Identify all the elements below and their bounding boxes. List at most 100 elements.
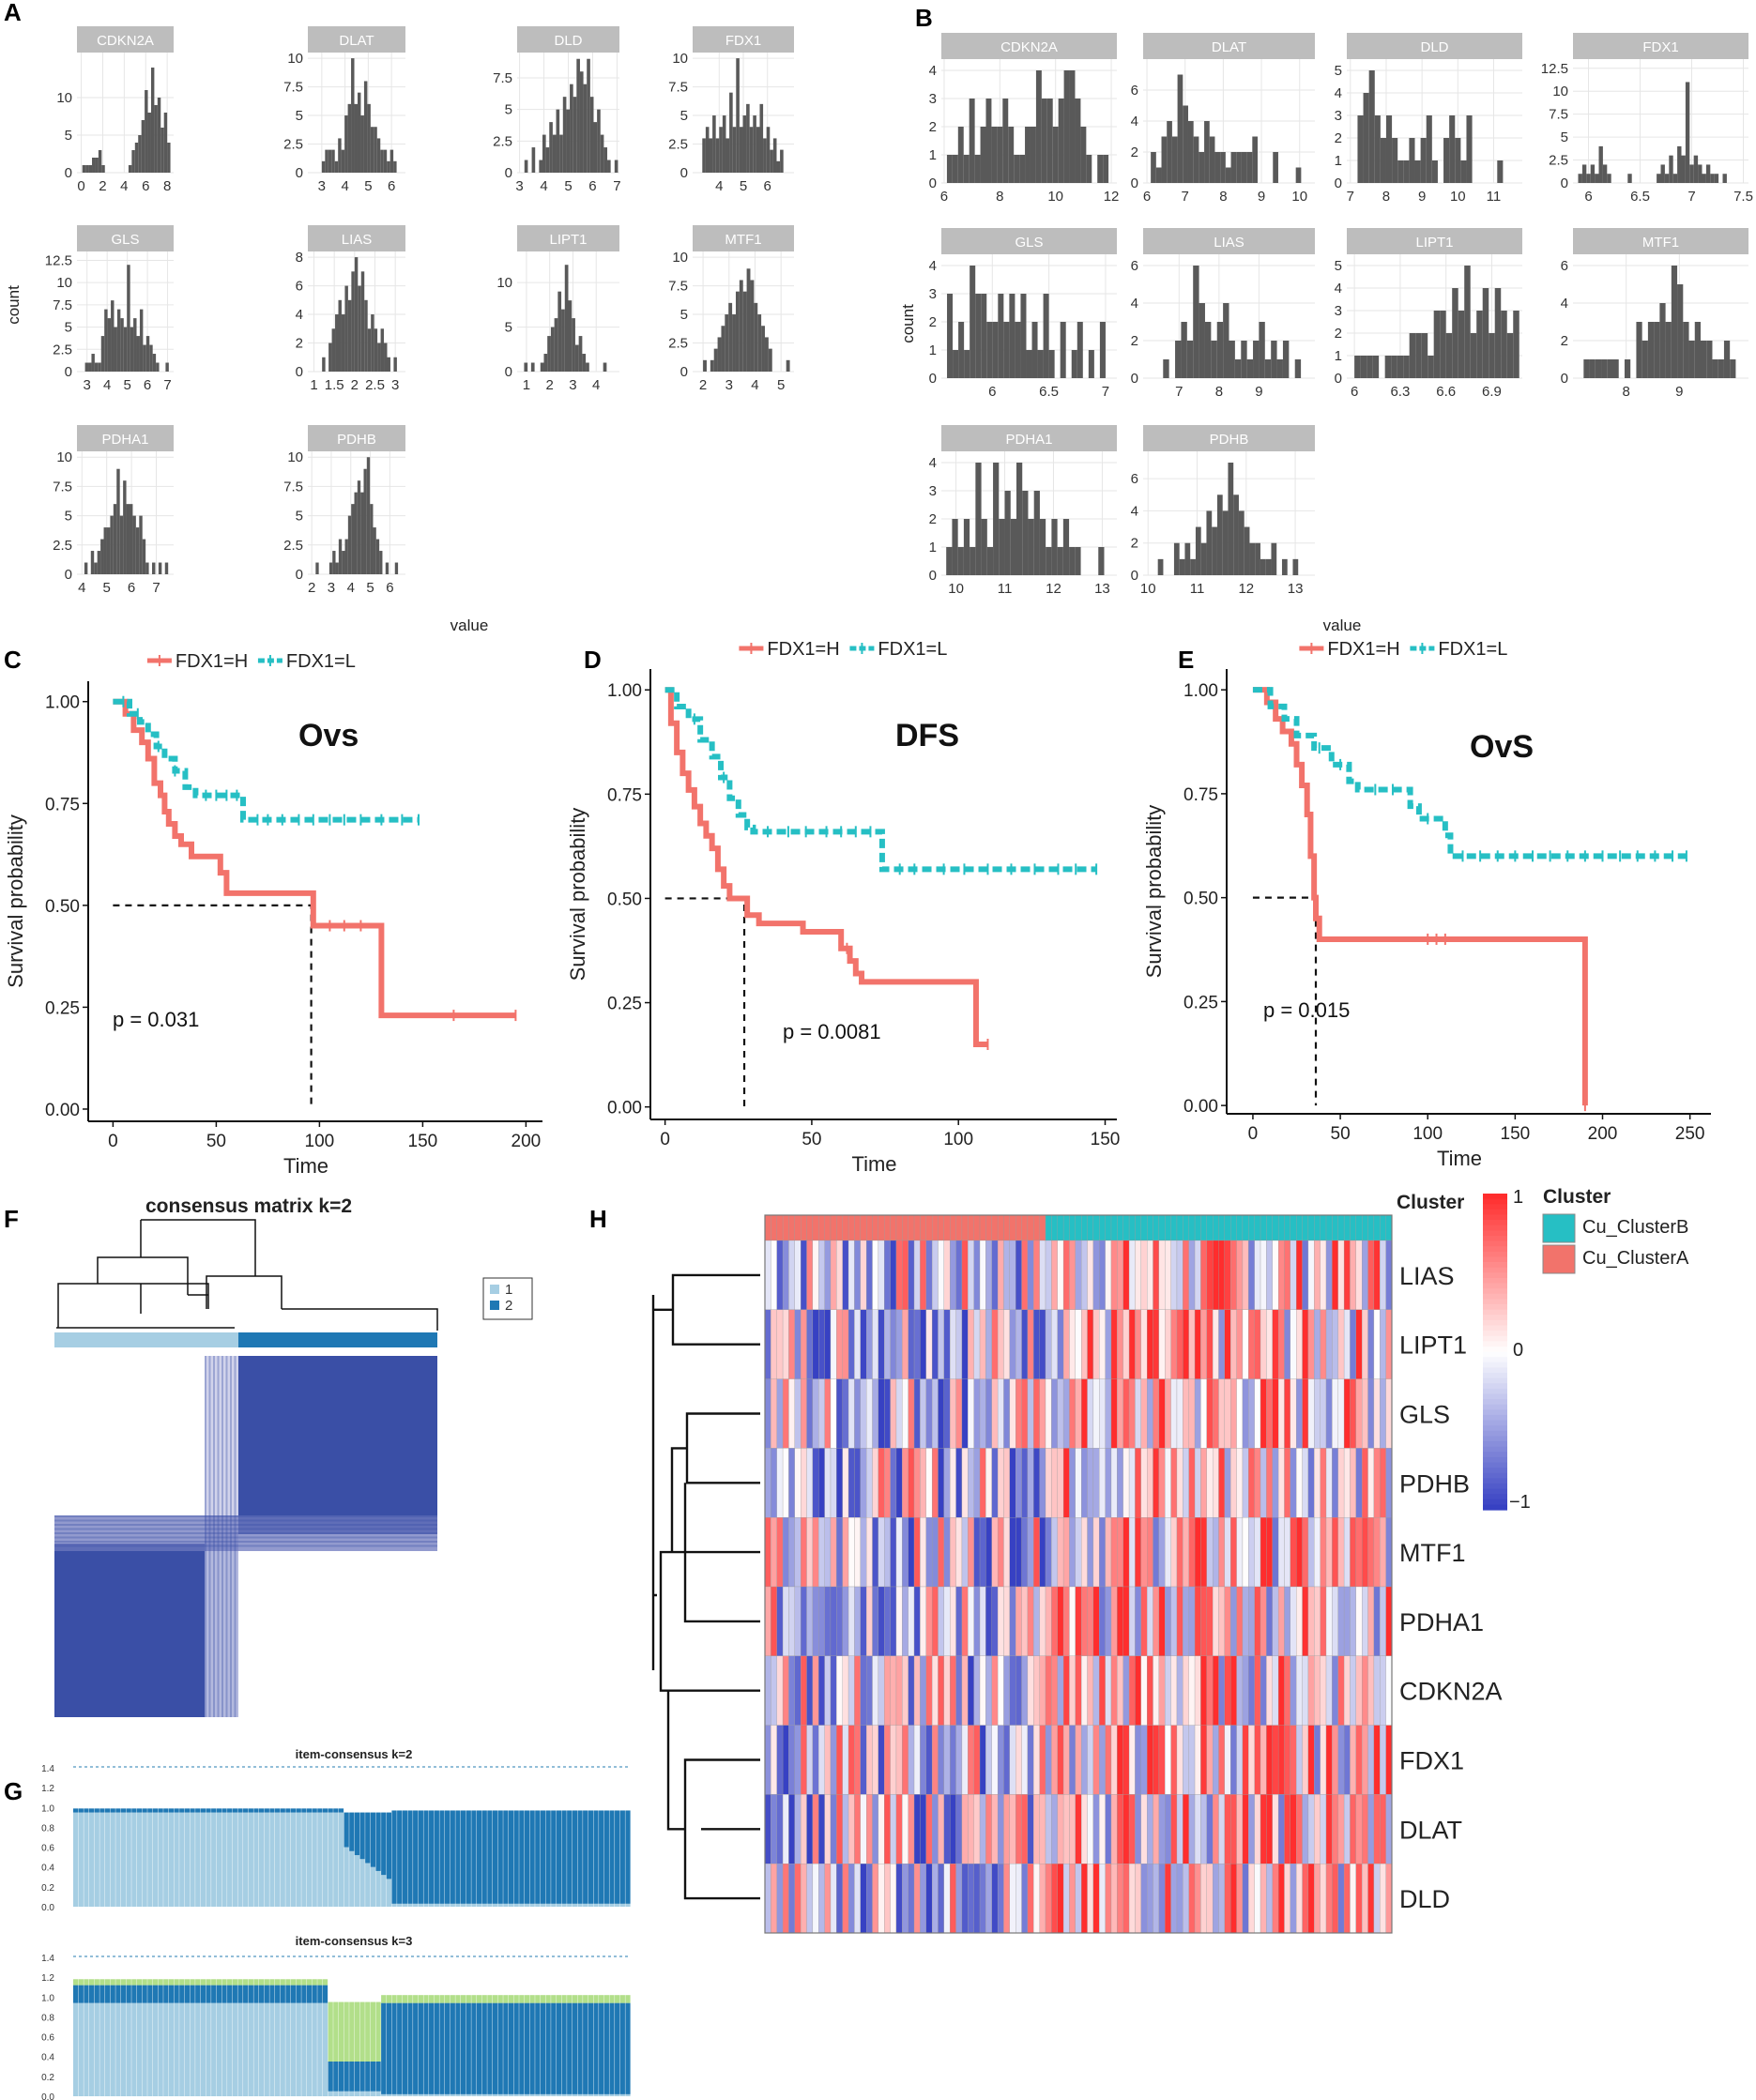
histogram-bar [556,109,560,173]
histogram-bar [1664,174,1670,183]
item-bar-cluster-2 [136,1985,143,2003]
histogram-bar [1730,359,1736,378]
heatmap-cell [1033,1309,1040,1379]
x-tick-label: 6 [386,580,393,596]
item-bar-cluster-2 [529,2002,535,2094]
item-bar-cluster-1 [306,1812,313,1907]
item-bar-cluster-1 [603,1903,609,1907]
heatmap-cell [782,1240,789,1310]
histogram-bar [717,337,722,372]
consensus-stripe [54,1532,437,1534]
y-tick-label: 10 [56,90,72,106]
heatmap-cell [830,1517,837,1588]
item-bar-cluster-2 [232,1985,237,2003]
histogram-bar [331,149,335,173]
heatmap-cell [1087,1586,1094,1656]
heatmap-cell [1033,1655,1040,1726]
item-bar-cluster-1 [110,1812,115,1907]
heatmap-cell [985,1448,992,1518]
heatmap-cell [806,1655,814,1726]
heatmap-cell [836,1378,843,1449]
heatmap-cell [1200,1655,1207,1726]
cluster-annotation-cell [782,1214,789,1241]
item-bar-cluster-2 [434,2002,439,2094]
heatmap-cell [908,1309,915,1379]
heatmap-cell [1385,1794,1393,1864]
heatmap-cell [1075,1794,1082,1864]
item-bar-cluster-2 [413,1810,419,1904]
panel-e-label: E [1178,646,1194,674]
item-bar-cluster-3 [184,1979,191,1986]
heatmap-cell [878,1725,885,1795]
heatmap-cell [776,1725,784,1795]
heatmap-cell [1170,1794,1178,1864]
heatmap-cell [1367,1864,1375,1934]
item-bar-cluster-3 [211,1979,217,1986]
heatmap-cell [1057,1794,1064,1864]
heatmap-cell [913,1448,921,1518]
item-bar-cluster-3 [487,1995,493,2003]
heatmap-cell [1320,1240,1327,1310]
heatmap-cell [1122,1309,1130,1379]
item-bar-cluster-2 [328,2062,333,2092]
heatmap-cell [1260,1794,1267,1864]
item-bar-cluster-1 [365,1863,371,1907]
histogram-bar [1186,341,1194,378]
histogram-bar [1497,160,1504,183]
heatmap-cell [1272,1794,1279,1864]
histogram-bar [1607,174,1611,183]
heatmap-cell [818,1448,825,1518]
heatmap-cell [1158,1655,1166,1726]
item-bar-cluster-1 [583,1903,588,1907]
heatmap-cell [1206,1586,1214,1656]
facet-strip [1347,228,1522,254]
heatmap-cell [1337,1448,1345,1518]
cluster-annotation-cell [801,1214,807,1241]
item-bar-cluster-2 [94,1985,99,2003]
item-bar-cluster-1 [381,2093,387,2096]
x-tick-label: 6 [144,377,151,393]
heatmap-cell [836,1240,843,1310]
cluster-annotation-cell [818,1214,825,1241]
y-tick-label: 2.5 [1549,153,1568,169]
histogram-bar [90,551,95,574]
histogram-bar [1184,542,1191,575]
consensus-block-2 [238,1356,437,1534]
histogram-bar [126,504,130,574]
histogram-bar [1392,138,1398,183]
heatmap-cell [968,1725,974,1795]
item-bar-cluster-1 [147,1812,153,1907]
cluster-annotation-label: Cluster [1397,1192,1464,1213]
heatmap-cell [764,1240,771,1310]
histogram-bar [1294,359,1302,378]
histogram-bar [722,115,726,173]
heatmap-cell [890,1586,897,1656]
histogram-bar [1384,356,1392,378]
cluster-annotation-cell [1218,1214,1226,1241]
item-bar-cluster-2 [126,1808,131,1813]
heatmap-cell [968,1448,974,1518]
item-bar-cluster-2 [290,1985,297,2003]
item-bar-cluster-1 [78,2002,84,2096]
y-tick-label: 0.75 [1183,785,1218,805]
color-scale-step [1483,1194,1507,1200]
item-bar-cluster-2 [296,1808,301,1813]
heatmap-cell [1092,1725,1100,1795]
item-bar-cluster-3 [237,1979,243,1986]
heatmap-cell [1290,1725,1297,1795]
heatmap-cell [806,1240,814,1310]
heatmap-cell [1290,1655,1297,1726]
cluster-annotation-cell [836,1214,843,1241]
histogram-bar [1211,341,1217,378]
item-bar-cluster-2 [381,1812,387,1876]
histogram-bar [133,318,137,372]
item-consensus-k2-title: item-consensus k=2 [296,1747,413,1761]
heatmap-cell [1320,1517,1327,1588]
heatmap-cell [938,1517,945,1588]
y-tick-label: 2 [929,511,937,527]
heatmap-cell [1183,1725,1189,1795]
heatmap-cell [1099,1864,1106,1934]
heatmap-cell [979,1517,986,1588]
heatmap-cell [1362,1517,1368,1588]
